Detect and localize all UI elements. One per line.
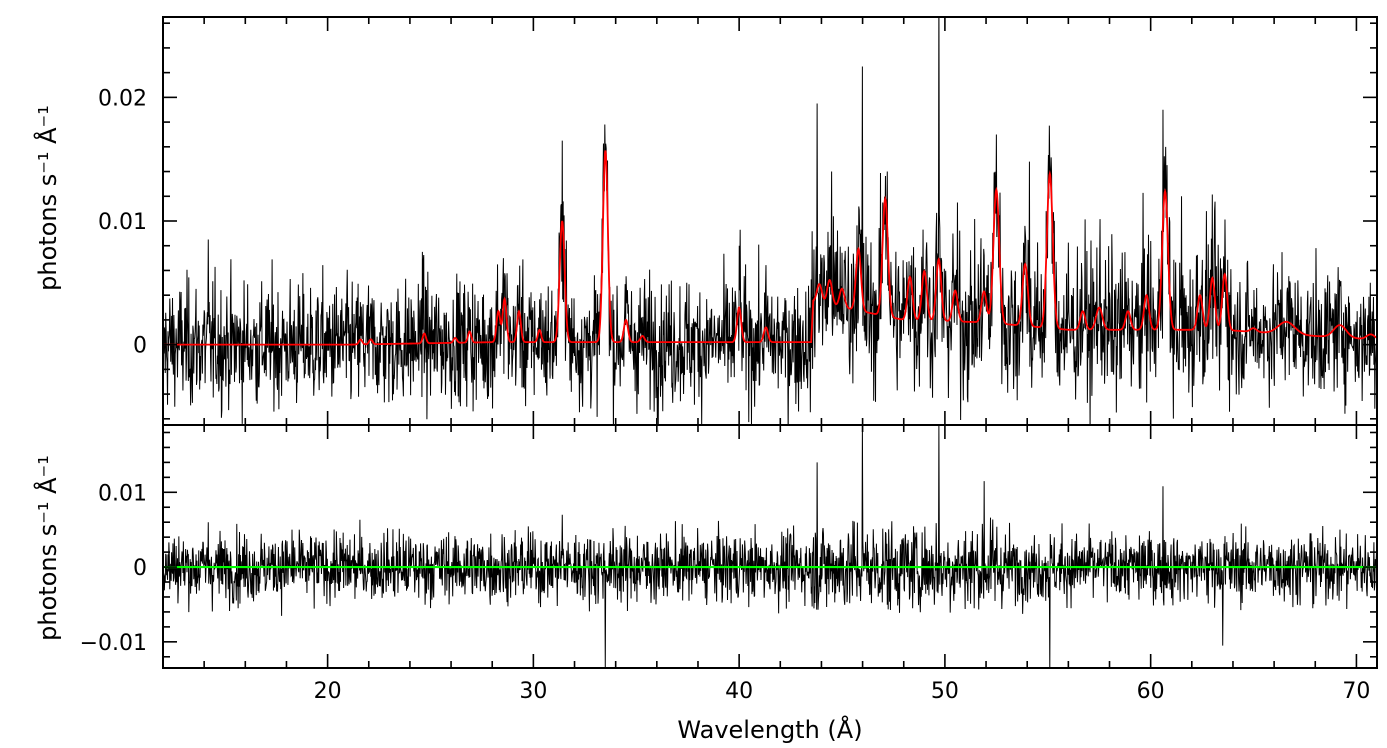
bottom-panel-frame — [162, 424, 1378, 669]
y-tick-label: 0 — [133, 334, 147, 359]
y-tick-label: −0.01 — [80, 631, 147, 656]
x-tick-label: 70 — [1342, 679, 1370, 704]
data-series-line — [163, 17, 1377, 425]
y-tick-label: 0.02 — [98, 86, 147, 111]
top-panel: 0 0.01 0.02 photons s⁻¹ Å⁻¹ — [33, 16, 1378, 426]
residual-series-line — [163, 425, 1377, 668]
x-tick-label: 30 — [519, 679, 547, 704]
bottom-ylabel: photons s⁻¹ Å⁻¹ — [33, 455, 62, 641]
bottom-ticks: 20 30 40 50 60 70 −0.01 0 0.01 — [80, 425, 1377, 704]
x-tick-label: 60 — [1137, 679, 1165, 704]
y-tick-label: 0.01 — [98, 210, 147, 235]
model-series-line — [163, 150, 1377, 346]
bottom-panel: 20 30 40 50 60 70 −0.01 0 0.01 photons s⁻¹ Å⁻¹ — [33, 424, 1378, 704]
top-data-layer — [163, 17, 1377, 425]
y-tick-label: 0.01 — [98, 481, 147, 506]
top-ylabel: photons s⁻¹ Å⁻¹ — [33, 105, 62, 291]
top-ticks: 0 0.01 0.02 — [98, 17, 1377, 425]
top-model-layer — [163, 150, 1377, 346]
bottom-data-layer — [163, 425, 1377, 668]
x-axis-title: Wavelength (Å) — [677, 715, 862, 744]
y-tick-label: 0 — [133, 556, 147, 581]
x-tick-label: 20 — [314, 679, 342, 704]
x-tick-label: 40 — [725, 679, 753, 704]
x-tick-label: 50 — [931, 679, 959, 704]
top-panel-frame — [162, 16, 1378, 426]
